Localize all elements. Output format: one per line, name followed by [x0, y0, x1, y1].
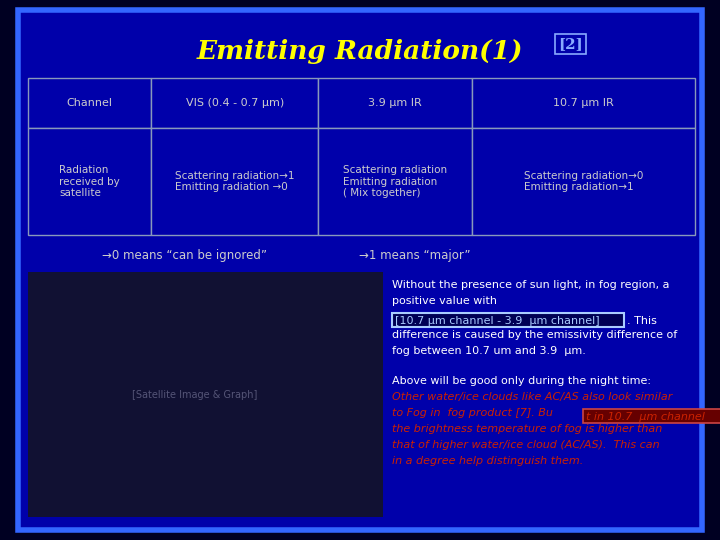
Text: Other water/ice clouds like AC/AS also look similar: Other water/ice clouds like AC/AS also l…: [392, 392, 672, 402]
Text: 10.7 μm IR: 10.7 μm IR: [553, 98, 613, 108]
Text: Scattering radiation→0
Emitting radiation→1: Scattering radiation→0 Emitting radiatio…: [523, 171, 643, 192]
Text: fog between 10.7 um and 3.9  μm.: fog between 10.7 um and 3.9 μm.: [392, 346, 586, 356]
Bar: [28, 272, 383, 517]
Text: the brightness temperature of fog is higher than: the brightness temperature of fog is hig…: [392, 424, 662, 434]
Text: 3.9 μm IR: 3.9 μm IR: [368, 98, 422, 108]
Text: [Satellite Image & Graph]: [Satellite Image & Graph]: [132, 390, 258, 400]
Bar: [318, 78, 472, 128]
Text: t in 10.7  μm channel: t in 10.7 μm channel: [586, 411, 705, 422]
Text: →0 means “can be ignored”: →0 means “can be ignored”: [102, 248, 268, 261]
Bar: [392, 313, 624, 327]
Text: that of higher water/ice cloud (AC/AS).  This can: that of higher water/ice cloud (AC/AS). …: [392, 440, 660, 450]
Text: VIS (0.4 - 0.7 μm): VIS (0.4 - 0.7 μm): [186, 98, 284, 108]
Text: Radiation
received by
satellite: Radiation received by satellite: [59, 165, 120, 198]
Text: [10.7 μm channel - 3.9  μm channel]: [10.7 μm channel - 3.9 μm channel]: [395, 315, 600, 326]
Text: positive value with: positive value with: [392, 296, 497, 306]
Text: Emitting Radiation(1): Emitting Radiation(1): [197, 39, 523, 64]
Text: Channel: Channel: [67, 98, 113, 108]
Text: Scattering radiation→1
Emitting radiation →0: Scattering radiation→1 Emitting radiatio…: [175, 171, 294, 192]
Text: to Fog in  fog product [7]. Bu: to Fog in fog product [7]. Bu: [392, 408, 553, 418]
Text: Scattering radiation
Emitting radiation
( Mix together): Scattering radiation Emitting radiation …: [343, 165, 447, 198]
Bar: [28, 78, 151, 128]
Text: Without the presence of sun light, in fog region, a: Without the presence of sun light, in fo…: [392, 280, 670, 290]
Bar: [28, 128, 151, 235]
Text: [2]: [2]: [558, 37, 582, 51]
Bar: [151, 78, 318, 128]
Text: in a degree help distinguish them.: in a degree help distinguish them.: [392, 456, 583, 466]
Bar: [583, 409, 720, 423]
Text: →1 means “major”: →1 means “major”: [359, 248, 471, 261]
Text: difference is caused by the emissivity difference of: difference is caused by the emissivity d…: [392, 330, 678, 340]
Bar: [318, 128, 472, 235]
Bar: [472, 78, 695, 128]
Bar: [151, 128, 318, 235]
Text: . This: . This: [627, 315, 657, 326]
Bar: [472, 128, 695, 235]
Text: Above will be good only during the night time:: Above will be good only during the night…: [392, 376, 651, 386]
